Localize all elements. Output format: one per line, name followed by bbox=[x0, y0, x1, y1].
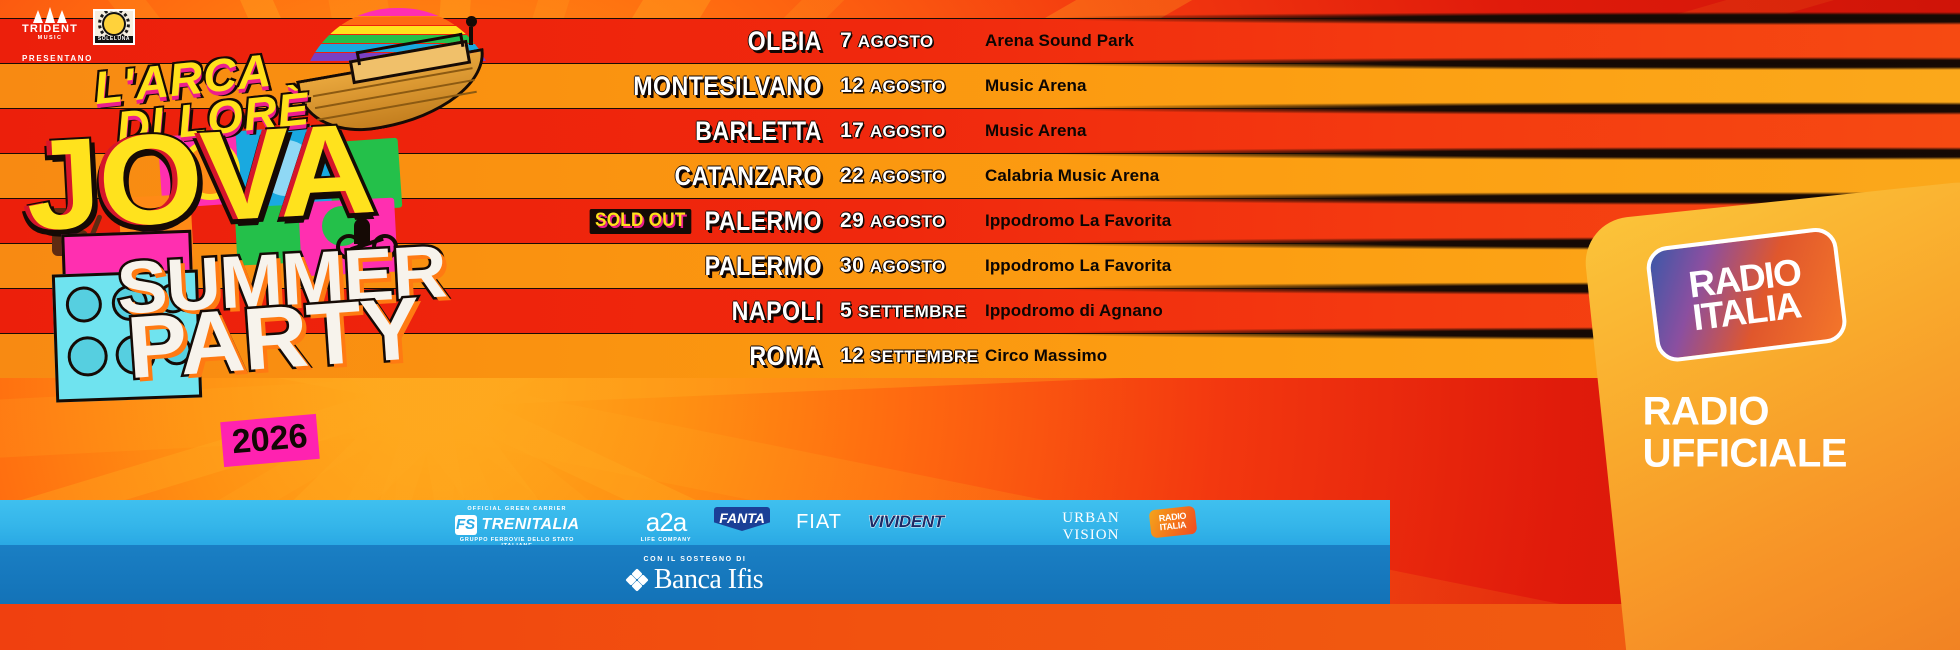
tour-city: OLBIA bbox=[747, 25, 822, 56]
tour-date-day: 29 bbox=[840, 209, 865, 232]
tour-date-month: AGOSTO bbox=[869, 77, 946, 96]
album-artwork: TRIDENT MUSIC SOLELUNA PRESENTANO bbox=[0, 0, 520, 600]
sponsor-bar: OFFICIAL GREEN CARRIER FS TRENITALIA GRU… bbox=[0, 500, 1390, 557]
tour-city: NAPOLI bbox=[731, 295, 822, 326]
soleluna-label: SOLELUNA bbox=[95, 36, 133, 43]
a2a-name: a2a bbox=[645, 507, 687, 537]
trident-sublabel: MUSIC bbox=[37, 35, 63, 41]
radio-italia-small-line2: ITALIA bbox=[1159, 519, 1187, 533]
party-wordmark: PARTY bbox=[121, 275, 425, 399]
tour-city: PALERMO bbox=[704, 250, 822, 281]
support-kicker: CON IL SOSTEGNO DI bbox=[643, 556, 747, 563]
radio-ufficiale-caption: RADIO UFFICIALE bbox=[1642, 389, 1960, 476]
tour-venue: Ippodromo di Agnano bbox=[985, 301, 1163, 320]
tour-city: BARLETTA bbox=[695, 115, 822, 146]
tour-date-month: AGOSTO bbox=[869, 167, 946, 186]
tour-date-day: 12 bbox=[840, 344, 865, 367]
presentano-label: PRESENTANO bbox=[22, 54, 93, 63]
tour-date-month: AGOSTO bbox=[869, 122, 946, 141]
tour-venue: Music Arena bbox=[985, 76, 1087, 95]
tour-date-day: 22 bbox=[840, 164, 865, 187]
sold-out-badge: SOLD OUT bbox=[589, 208, 691, 234]
jova-wordmark: JOVA bbox=[20, 95, 379, 260]
banca-ifis-name: Banca Ifis bbox=[653, 564, 764, 595]
ark-boat-illustration bbox=[292, 10, 502, 143]
tour-date-day: 17 bbox=[840, 119, 865, 142]
tour-date-month: AGOSTO bbox=[869, 257, 946, 276]
tour-city: ROMA bbox=[749, 340, 822, 371]
sponsor-fiat: FIAT bbox=[792, 511, 846, 534]
tour-date-day: 7 bbox=[840, 29, 853, 52]
tour-date: 29 AGOSTO bbox=[840, 209, 975, 233]
radio-ufficiale-line2: UFFICIALE bbox=[1642, 431, 1847, 476]
radio-ufficiale-line1: RADIO bbox=[1642, 389, 1769, 434]
tour-date-day: 30 bbox=[840, 254, 865, 277]
tour-city: PALERMO bbox=[704, 205, 822, 236]
tour-city: CATANZARO bbox=[674, 160, 822, 191]
tour-date: 7 AGOSTO bbox=[840, 29, 975, 53]
tour-date: 5 SETTEMBRE bbox=[840, 299, 975, 323]
tour-date: 30 AGOSTO bbox=[840, 254, 975, 278]
sponsor-fanta: FANTA bbox=[714, 507, 770, 531]
sponsor-vivident: VIVIDENT bbox=[860, 512, 952, 532]
tour-venue: Music Arena bbox=[985, 121, 1087, 140]
trident-label: TRIDENT bbox=[21, 23, 79, 35]
tour-date-day: 12 bbox=[840, 74, 865, 97]
tour-date-row[interactable]: OLBIA 7 AGOSTO Arena Sound Park bbox=[0, 12, 1960, 63]
tour-date-month: SETTEMBRE bbox=[869, 347, 979, 366]
tour-venue: Circo Massimo bbox=[985, 346, 1108, 365]
tour-city: MONTESILVANO bbox=[633, 70, 822, 101]
tour-date: 12 SETTEMBRE bbox=[840, 344, 979, 368]
decor-circle bbox=[258, 140, 314, 196]
tour-date-month: AGOSTO bbox=[869, 212, 946, 231]
trenitalia-kicker: OFFICIAL GREEN CARRIER bbox=[467, 506, 567, 512]
urban-vision-name: URBAN VISION bbox=[1062, 510, 1120, 543]
fiat-name: FIAT bbox=[796, 511, 842, 533]
vivident-name: VIVIDENT bbox=[867, 512, 944, 532]
tour-venue: Ippodromo La Favorita bbox=[985, 256, 1172, 275]
trident-icon bbox=[18, 7, 82, 23]
trident-music-logo: TRIDENT MUSIC bbox=[18, 7, 82, 41]
tour-venue: Calabria Music Arena bbox=[985, 166, 1160, 185]
tour-venue: Arena Sound Park bbox=[985, 31, 1134, 50]
tour-date: 22 AGOSTO bbox=[840, 164, 975, 188]
tour-venue: Ippodromo La Favorita bbox=[985, 211, 1172, 230]
sun-icon bbox=[104, 14, 124, 35]
sponsor-radio-italia: RADIO ITALIA bbox=[1148, 505, 1198, 539]
sponsor-trenitalia: OFFICIAL GREEN CARRIER FS TRENITALIA GRU… bbox=[452, 506, 582, 549]
sponsor-a2a: a2a LIFE COMPANY bbox=[624, 509, 708, 543]
tour-date-month: SETTEMBRE bbox=[857, 302, 967, 321]
ark-figure bbox=[464, 16, 478, 46]
a2a-sub: LIFE COMPANY bbox=[640, 537, 692, 543]
trenitalia-fs-icon: FS bbox=[454, 515, 477, 535]
radio-italia-panel: RADIO ITALIA RADIO UFFICIALE bbox=[1581, 178, 1960, 650]
cyclist-icon bbox=[336, 196, 398, 260]
banca-ifis-diamond-icon bbox=[625, 568, 649, 592]
decor-circle bbox=[186, 146, 234, 194]
fanta-name: FANTA bbox=[714, 507, 770, 531]
support-bar: CON IL SOSTEGNO DI Banca Ifis bbox=[0, 545, 1390, 605]
tour-date: 17 AGOSTO bbox=[840, 119, 975, 143]
radio-italia-logo: RADIO ITALIA bbox=[1644, 225, 1849, 364]
soleluna-logo: SOLELUNA bbox=[93, 9, 135, 45]
tour-date-day: 5 bbox=[840, 299, 853, 322]
trenitalia-name: TRENITALIA bbox=[481, 516, 580, 533]
year-badge: 2026 bbox=[220, 413, 320, 468]
tour-date: 12 AGOSTO bbox=[840, 74, 975, 98]
tour-date-month: AGOSTO bbox=[857, 32, 934, 51]
